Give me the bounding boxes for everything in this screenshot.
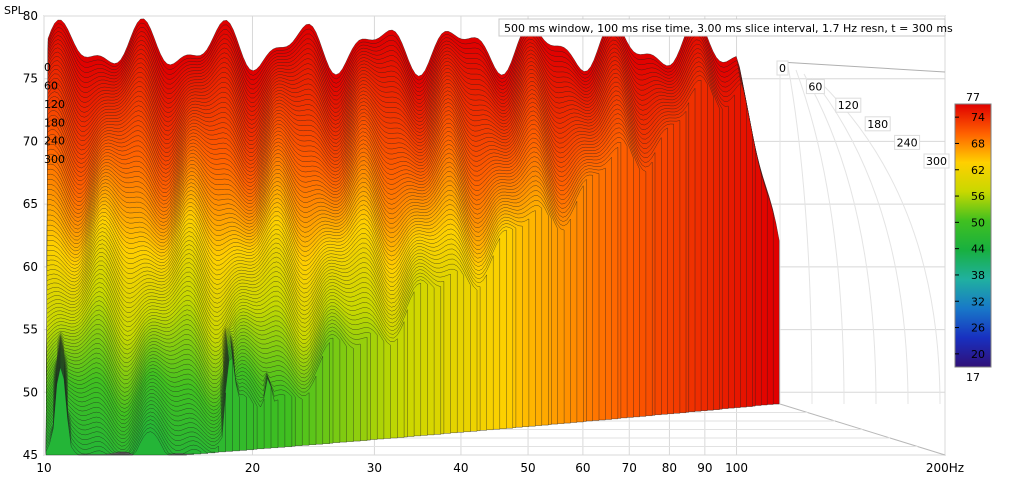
color-scale-tick-label: 38 [971, 269, 985, 282]
time-tick-label-left: 60 [44, 79, 58, 92]
y-axis-ticks: 80 75 70 65 60 55 50 45 [23, 9, 38, 462]
y-tick-label: 60 [23, 260, 38, 274]
x-tick-label: 10 [36, 461, 51, 475]
time-tick-label-left: 180 [44, 116, 65, 129]
x-tick-label: 200Hz [926, 461, 964, 475]
waterfall-slice [45, 359, 226, 453]
x-tick-label: 60 [575, 461, 590, 475]
x-axis-ticks: 10 20 30 40 50 60 70 80 90 100 200Hz [36, 461, 964, 475]
x-tick-label: 40 [453, 461, 468, 475]
time-tick-label-left: 120 [44, 98, 65, 111]
time-tick-box [894, 134, 921, 150]
back-arc-line [803, 73, 877, 405]
time-tick-box [805, 79, 825, 95]
y-tick-label: 75 [23, 72, 38, 86]
y-axis-label: SPL [4, 4, 25, 17]
time-tick-label: 300 [926, 155, 947, 168]
x-tick-label: 70 [622, 461, 637, 475]
waterfall-slices [45, 18, 780, 456]
y-tick-label: 50 [23, 385, 38, 399]
color-scale-min-label: 17 [966, 371, 980, 384]
back-arc-line [795, 69, 845, 405]
time-tick-box [776, 60, 789, 76]
y-tick-label: 80 [23, 9, 38, 23]
waterfall-slice [45, 367, 187, 456]
x-tick-label: 80 [662, 461, 677, 475]
y-tick-label: 70 [23, 134, 38, 148]
y-tick-label: 65 [23, 197, 38, 211]
back-arc-line [787, 65, 813, 405]
time-tick-label: 240 [897, 136, 918, 149]
color-scale-tick-label: 62 [971, 164, 985, 177]
back-arc-line [819, 81, 941, 405]
x-tick-label: 100 [725, 461, 748, 475]
time-tick-label: 60 [808, 81, 822, 94]
y-tick-label: 45 [23, 448, 38, 462]
x-tick-label: 30 [367, 461, 382, 475]
color-scale-bar: 77 17 74 68 62 56 50 44 38 32 26 20 [954, 91, 992, 384]
color-scale-gradient [954, 103, 992, 368]
time-tick-label: 180 [867, 118, 888, 131]
x-tick-label: 90 [697, 461, 712, 475]
y-tick-label: 55 [23, 323, 38, 337]
color-scale-tick-label: 44 [971, 243, 985, 256]
time-tick-label: 120 [838, 99, 859, 112]
color-scale-tick-label: 26 [971, 322, 985, 335]
color-scale-max-label: 77 [966, 91, 980, 104]
time-tick-box [923, 153, 950, 169]
time-axis-ticks: 0 0 60 60 120 120 180 180 240 240 300 300 [44, 60, 950, 169]
color-scale-tick-label: 56 [971, 190, 985, 203]
color-scale-tick-label: 20 [971, 348, 985, 361]
time-tick-label: 0 [779, 62, 786, 75]
color-scale-tick-label: 32 [971, 295, 985, 308]
color-scale-tick-label: 68 [971, 137, 985, 150]
color-scale-tick-label: 74 [971, 111, 985, 124]
color-scale-tick-label: 50 [971, 216, 985, 229]
x-tick-label: 20 [245, 461, 260, 475]
time-tick-box [835, 97, 862, 113]
time-tick-label-left: 240 [44, 135, 65, 148]
perspective-edge [779, 61, 946, 73]
info-text: 500 ms window, 100 ms rise time, 3.00 ms… [504, 22, 953, 35]
info-box: 500 ms window, 100 ms rise time, 3.00 ms… [498, 18, 953, 37]
x-tick-label: 50 [520, 461, 535, 475]
time-tick-label-left: 0 [44, 61, 51, 74]
time-tick-box [864, 116, 891, 132]
time-tick-label-left: 300 [44, 153, 65, 166]
